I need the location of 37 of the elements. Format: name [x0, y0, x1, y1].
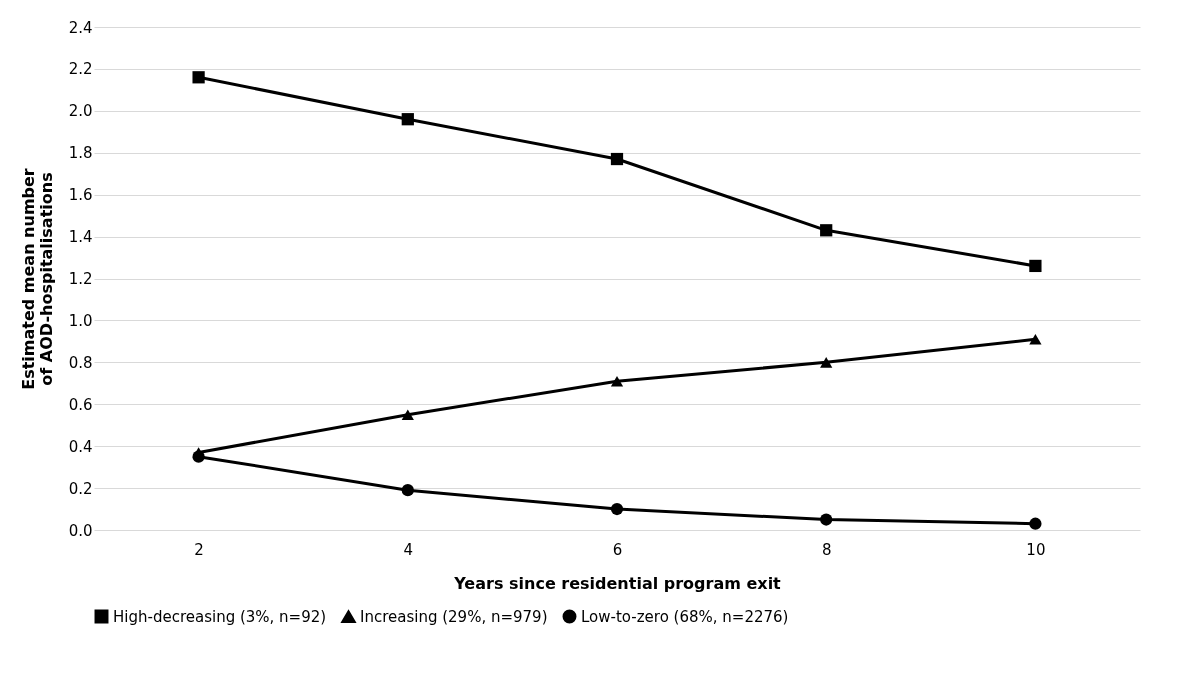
y-tick-label: 2.0 [68, 102, 93, 121]
point [401, 113, 414, 126]
y-tick-label: 2.4 [68, 18, 93, 37]
x-tick-label: 4 [403, 540, 414, 559]
legend-label: Increasing (29%, n=979) [360, 607, 548, 626]
y-tick-label: 0.4 [68, 437, 93, 456]
x-tick-label: 10 [1026, 540, 1046, 559]
y-tick-label: 2.2 [68, 60, 93, 79]
x-tick-label: 8 [821, 540, 832, 559]
y-tick-label: 1.0 [68, 311, 93, 330]
point [610, 502, 624, 516]
point [1029, 517, 1042, 530]
y-tick-label: 1.6 [68, 186, 93, 205]
y-tick-label: 1.4 [68, 228, 93, 247]
point [610, 375, 624, 387]
y-tick-label: 0.2 [68, 479, 93, 498]
point [401, 484, 414, 497]
y-tick-label: 1.8 [68, 144, 93, 163]
x-tick-label: 6 [612, 540, 623, 559]
x-tick-label: 2 [194, 540, 204, 559]
x-axis-title: Years since residential program exit [453, 573, 782, 593]
y-tick-label: 0.0 [68, 521, 93, 540]
point [401, 409, 414, 421]
point [820, 224, 833, 237]
y-axis-title: Estimated mean number of AOD-hospitalisations [18, 168, 56, 390]
point [192, 450, 205, 463]
y-tick-label: 0.6 [68, 395, 93, 414]
legend-label: High-decreasing (3%, n=92) [113, 607, 327, 626]
point [820, 513, 833, 526]
y-tick-label: 1.2 [68, 270, 93, 288]
y-tick-label: 0.8 [68, 353, 93, 372]
point [610, 152, 624, 166]
point [192, 71, 205, 84]
point [1029, 333, 1042, 345]
point [820, 357, 833, 368]
legend-label: Low-to-zero (68%, n=2276) [581, 607, 789, 626]
point [1029, 259, 1042, 273]
